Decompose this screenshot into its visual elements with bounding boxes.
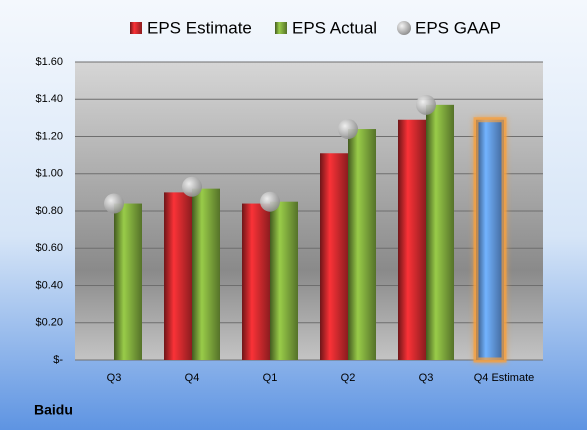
x-tick-label: Q4 Estimate bbox=[474, 372, 535, 384]
legend-label: EPS GAAP bbox=[415, 18, 501, 37]
bar bbox=[164, 192, 192, 360]
bar bbox=[242, 203, 270, 360]
y-tick-label: $0.40 bbox=[35, 279, 63, 291]
bar bbox=[348, 129, 376, 360]
y-tick-label: $0.80 bbox=[35, 205, 63, 217]
legend-label: EPS Actual bbox=[292, 18, 377, 37]
point bbox=[260, 191, 280, 212]
x-tick-label: Q3 bbox=[419, 372, 434, 384]
legend-marker bbox=[130, 22, 142, 34]
legend-marker bbox=[275, 22, 287, 34]
y-tick-label: $0.60 bbox=[35, 242, 63, 254]
bar bbox=[426, 104, 454, 361]
bar bbox=[114, 203, 142, 360]
legend-marker bbox=[397, 21, 411, 35]
bar bbox=[473, 117, 507, 363]
bar bbox=[192, 188, 220, 360]
x-tick-label: Q2 bbox=[341, 372, 356, 384]
x-tick-label: Q4 bbox=[185, 372, 200, 384]
legend-label: EPS Estimate bbox=[147, 18, 252, 37]
legend: EPS Estimate EPS Actual EPS GAAP bbox=[130, 18, 501, 37]
x-tick-label: Q1 bbox=[263, 372, 278, 384]
x-tick-label: Q3 bbox=[107, 372, 122, 384]
point bbox=[416, 94, 436, 115]
y-tick-label: $1.20 bbox=[35, 130, 63, 142]
bar bbox=[320, 153, 348, 360]
y-tick-label: $0.20 bbox=[35, 317, 63, 329]
y-tick-label: $- bbox=[53, 354, 63, 366]
y-tick-label: $1.40 bbox=[35, 93, 63, 105]
footer: Baidu bbox=[34, 402, 73, 418]
point bbox=[338, 119, 358, 140]
y-tick-label: $1.60 bbox=[35, 56, 63, 68]
bar bbox=[398, 119, 426, 360]
point bbox=[182, 176, 202, 197]
bar bbox=[270, 201, 298, 360]
point bbox=[104, 193, 124, 214]
y-tick-label: $1.00 bbox=[35, 168, 63, 180]
